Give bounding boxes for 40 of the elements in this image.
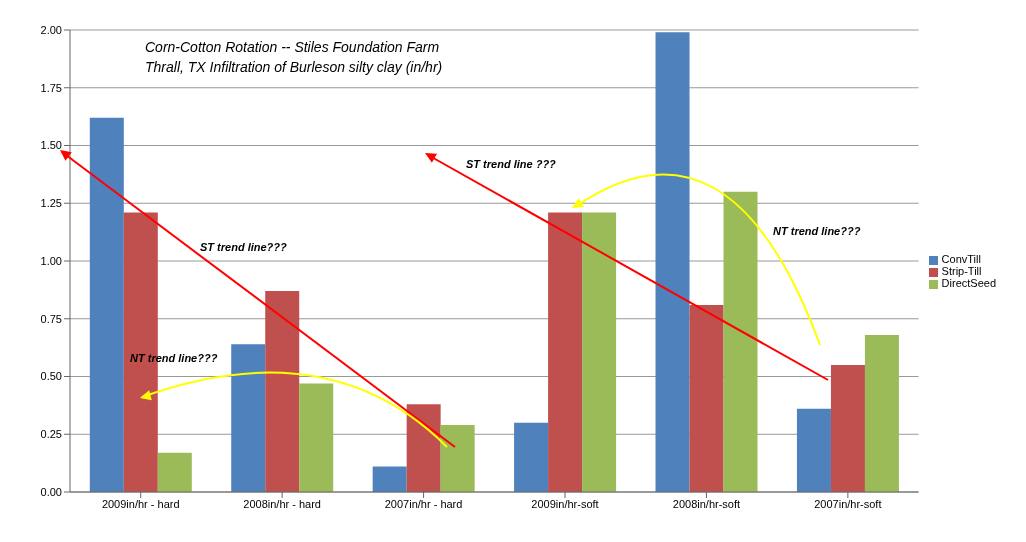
y-tick-label: 0.50 <box>40 370 62 383</box>
text: Corn-Cotton Rotation -- Stiles Foundation Farm <box>145 39 440 55</box>
bar <box>864 334 899 492</box>
annotation: ST trend line??? <box>200 241 288 253</box>
bar <box>440 425 475 492</box>
bar <box>89 117 124 492</box>
y-tick-label: 1.00 <box>40 254 62 267</box>
annotation: ST trend line ??? <box>466 158 557 170</box>
y-tick-label: 1.75 <box>40 81 62 94</box>
y-tick-label: 1.25 <box>40 197 62 210</box>
legend-label: DirectSeed <box>941 277 996 289</box>
y-tick-label: 0.25 <box>40 428 62 441</box>
bar <box>265 291 300 492</box>
x-tick-label: 2007in/hr - hard <box>384 497 463 510</box>
y-tick-label: 0.75 <box>40 312 62 325</box>
bar <box>723 191 758 492</box>
legend-label: ConvTill <box>941 253 981 265</box>
bar <box>299 383 334 492</box>
bar <box>689 304 724 492</box>
bar <box>231 344 266 492</box>
bar <box>514 422 549 492</box>
bar <box>655 32 690 492</box>
annotation: NT trend line??? <box>773 225 861 237</box>
y-tick-label: 1.50 <box>40 139 62 152</box>
x-tick-label: 2007in/hr-soft <box>814 497 882 510</box>
x-tick-label: 2008in/hr - hard <box>243 497 321 510</box>
y-tick-label: 2.00 <box>40 23 62 36</box>
x-tick-label: 2009in/hr - hard <box>101 497 180 510</box>
text: Thrall, TX Infiltration of Burleson silty clay (in/hr) <box>145 59 443 75</box>
bar <box>830 364 865 492</box>
x-tick-label: 2008in/hr-soft <box>672 497 741 510</box>
legend-label: Strip-Till <box>941 265 982 277</box>
bar <box>157 452 192 492</box>
y-tick-label: 0.00 <box>40 485 62 498</box>
bar <box>406 404 441 492</box>
bar <box>796 408 831 492</box>
bar <box>582 212 617 492</box>
bar <box>372 466 407 492</box>
bar <box>548 212 583 492</box>
x-tick-label: 2009in/hr-soft <box>531 497 599 510</box>
